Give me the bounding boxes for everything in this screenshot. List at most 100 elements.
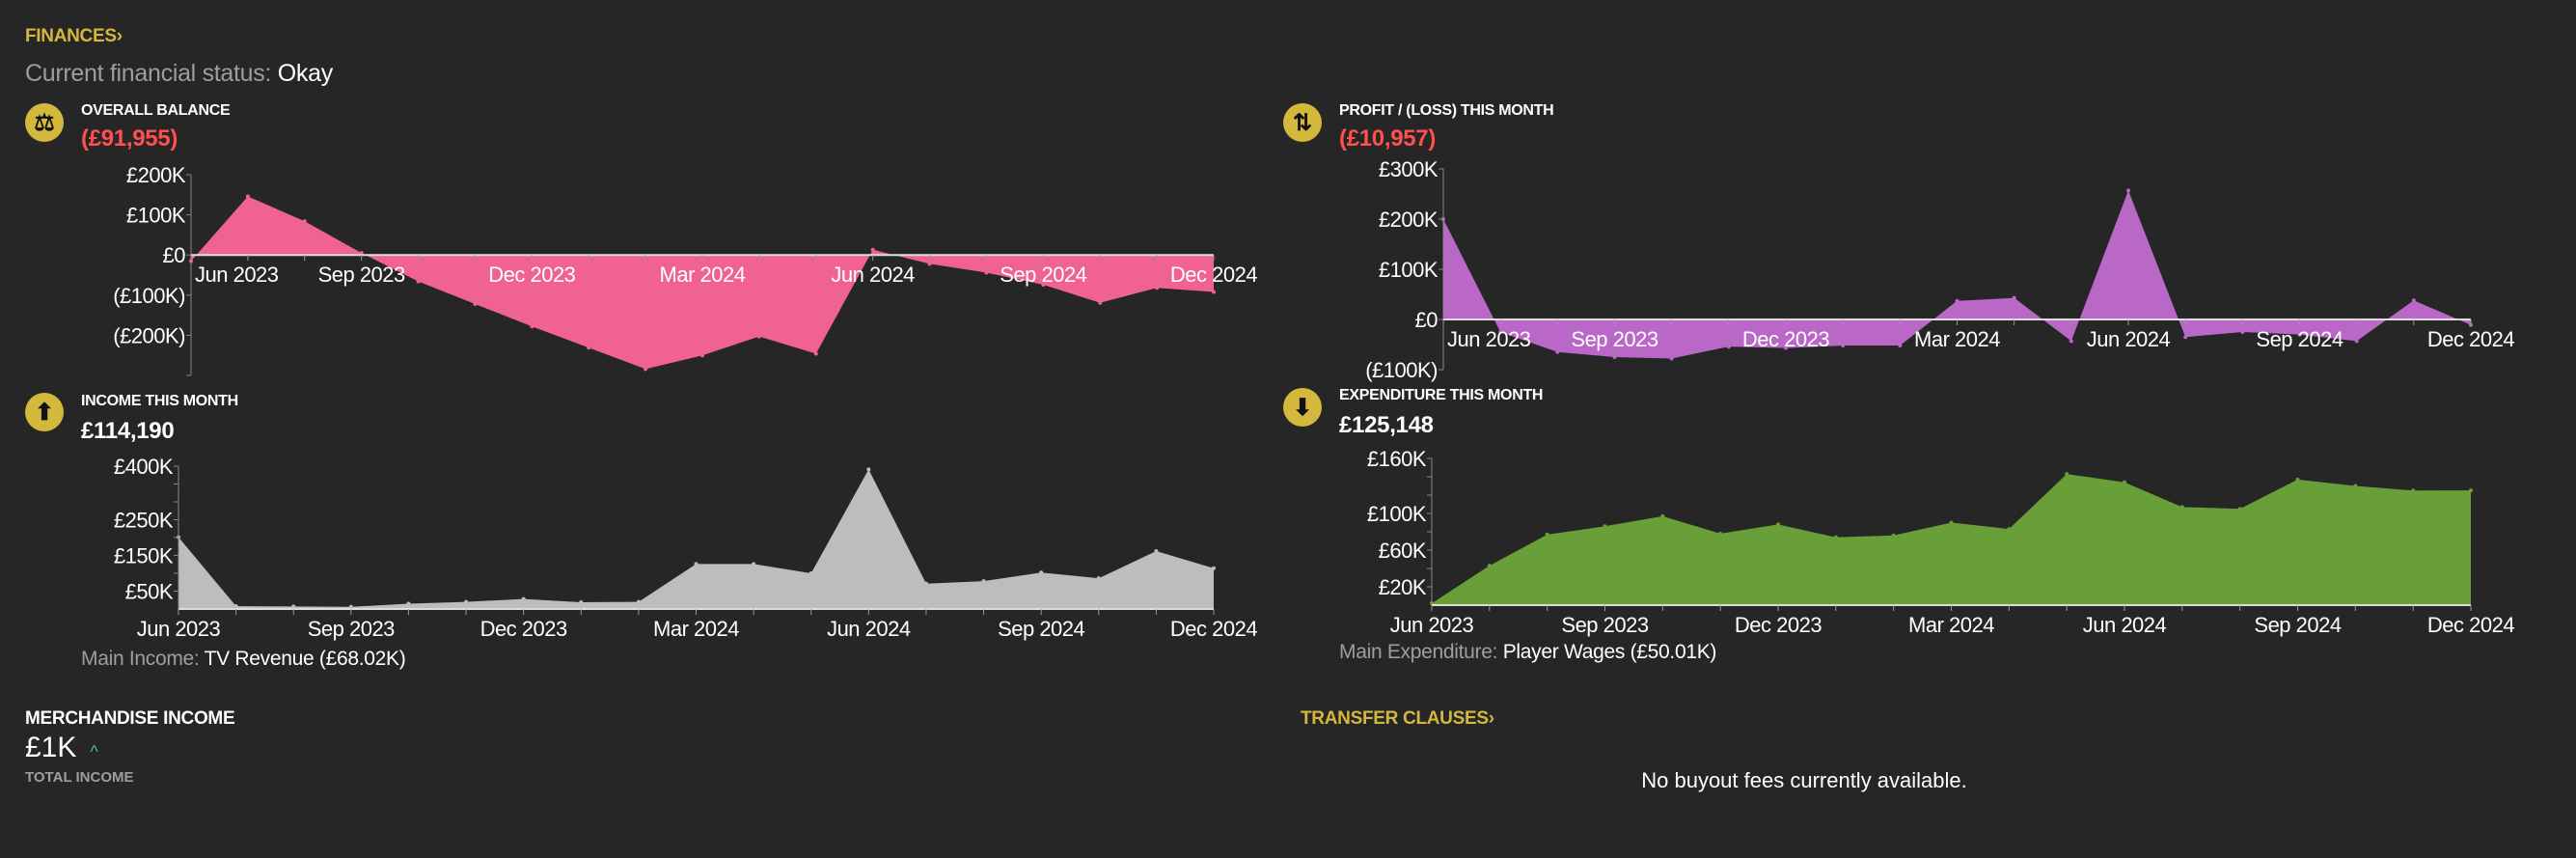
balance-data-point bbox=[530, 324, 534, 329]
transfer-clauses-link[interactable]: TRANSFER CLAUSES› bbox=[1301, 708, 1494, 730]
income-data-point bbox=[981, 579, 986, 584]
expenditure-data-point bbox=[1487, 564, 1492, 568]
income-x-tick-label: Sep 2024 bbox=[998, 617, 1084, 641]
balance-data-point bbox=[359, 251, 364, 256]
income-data-point bbox=[233, 604, 238, 609]
balance-x-tick-label: Sep 2023 bbox=[318, 263, 405, 287]
expenditure-data-point bbox=[2065, 472, 2069, 477]
balance-value: (£91,955) bbox=[81, 125, 178, 152]
profit-area bbox=[1443, 190, 2471, 359]
profit-data-point bbox=[2126, 188, 2130, 193]
merchandise-title: MERCHANDISE INCOME bbox=[25, 708, 235, 729]
income-x-tick-label: Dec 2023 bbox=[480, 617, 567, 641]
chevron-right-icon: › bbox=[116, 26, 123, 46]
expenditure-y-tick-label: £160K bbox=[1367, 447, 1427, 471]
balance-y-tick-label: £0 bbox=[163, 243, 186, 267]
balance-x-tick-label: Dec 2023 bbox=[488, 263, 575, 287]
balance-x-tick-label: Mar 2024 bbox=[660, 263, 746, 287]
profit-x-tick-label: Mar 2024 bbox=[1914, 327, 2000, 351]
seesaw-icon: ⚖ bbox=[25, 103, 64, 142]
income-data-point bbox=[1039, 570, 1044, 575]
expenditure-data-point bbox=[1603, 524, 1607, 529]
balance-data-point bbox=[756, 334, 761, 339]
expenditure-data-point bbox=[1660, 513, 1665, 518]
expenditure-data-point bbox=[1776, 522, 1780, 527]
balance-y-tick-label: (£200K) bbox=[113, 323, 185, 347]
status-label: Current financial status: bbox=[25, 60, 272, 87]
balance-chart: £200K £100K £0 (£100K) (£200K) Jun 2023 Sep 20… bbox=[113, 163, 1258, 376]
balance-data-point bbox=[1155, 286, 1160, 291]
expenditure-title: EXPENDITURE THIS MONTH bbox=[1339, 387, 1544, 403]
finances-link-label: FINANCES bbox=[25, 26, 117, 46]
income-x-tick-label: Jun 2023 bbox=[137, 617, 221, 641]
profit-data-point bbox=[2411, 298, 2416, 303]
expenditure-x-tick-label: Dec 2024 bbox=[2427, 613, 2514, 637]
profit-x-tick-label: Sep 2024 bbox=[2256, 327, 2343, 351]
income-data-point bbox=[521, 596, 526, 601]
expenditure-x-tick-label: Jun 2023 bbox=[1390, 613, 1474, 637]
expenditure-data-point bbox=[1833, 535, 1838, 540]
balance-y-tick-label: £200K bbox=[126, 163, 186, 187]
profit-x-tick-label: Jun 2024 bbox=[2087, 327, 2171, 351]
balance-x-tick-label: Jun 2023 bbox=[195, 263, 279, 287]
income-x-tick-label: Dec 2024 bbox=[1170, 617, 1257, 641]
income-y-tick-label: £50K bbox=[125, 580, 174, 604]
income-value: £114,190 bbox=[81, 418, 175, 444]
income-y-tick-label: £400K bbox=[114, 455, 174, 479]
income-x-tick-label: Jun 2024 bbox=[827, 617, 911, 641]
balance-data-point bbox=[416, 279, 421, 284]
profit-chart: £300K £200K £100K £0 (£100K) Jun 2023 Sep 2023… bbox=[1365, 157, 2515, 382]
expenditure-chart: £160K £100K £60K £20K Jun 2023 Sep 2023 Dec 20… bbox=[1367, 447, 2515, 637]
balance-data-point bbox=[302, 219, 307, 224]
profit-data-point bbox=[2354, 339, 2359, 344]
profit-data-point bbox=[1612, 355, 1617, 359]
income-y-tick-label: £250K bbox=[114, 509, 174, 533]
income-data-point bbox=[579, 599, 584, 604]
expenditure-data-point bbox=[2469, 488, 2473, 493]
balance-data-point bbox=[927, 262, 932, 266]
expenditure-data-point bbox=[2007, 527, 2012, 532]
expenditure-data-point bbox=[2123, 480, 2126, 484]
expenditure-y-tick-label: £60K bbox=[1379, 539, 1427, 563]
income-data-point bbox=[808, 571, 813, 575]
balance-data-point bbox=[1212, 290, 1216, 294]
expenditure-area bbox=[1432, 474, 2471, 605]
profit-title: PROFIT / (LOSS) THIS MONTH bbox=[1339, 102, 1554, 119]
profit-data-point bbox=[1669, 356, 1674, 361]
profit-data-point bbox=[1784, 346, 1788, 350]
income-data-point bbox=[694, 562, 699, 567]
main-income-label: Main Income: bbox=[81, 648, 200, 670]
finances-link[interactable]: FINANCES› bbox=[25, 26, 123, 47]
balance-data-point bbox=[587, 346, 591, 350]
main-expenditure-label: Main Expenditure: bbox=[1339, 641, 1498, 663]
profit-y-tick-label: £200K bbox=[1379, 208, 1439, 232]
balance-data-point bbox=[473, 301, 478, 306]
balance-data-point bbox=[1098, 300, 1103, 305]
income-x-tick-label: Sep 2023 bbox=[308, 617, 395, 641]
income-data-point bbox=[291, 604, 296, 609]
income-data-point bbox=[348, 604, 353, 609]
profit-y-tick-label: (£100K) bbox=[1365, 358, 1438, 382]
balance-data-point bbox=[644, 367, 648, 372]
profit-data-point bbox=[1955, 298, 1959, 303]
expenditure-data-point bbox=[2353, 484, 2358, 488]
status-value: Okay bbox=[277, 60, 333, 87]
balance-data-point bbox=[870, 247, 875, 252]
balance-x-tick-label: Jun 2024 bbox=[831, 263, 915, 287]
expenditure-x-tick-label: Sep 2023 bbox=[1561, 613, 1648, 637]
expenditure-data-point bbox=[2237, 507, 2242, 512]
main-expenditure-value: Player Wages (£50.01K) bbox=[1502, 641, 1717, 663]
profit-data-point bbox=[2069, 339, 2073, 344]
expenditure-x-tick-label: Dec 2023 bbox=[1735, 613, 1822, 637]
profit-data-point bbox=[1498, 330, 1503, 334]
profit-loss-icon: ⇅ bbox=[1283, 103, 1322, 142]
income-data-point bbox=[866, 467, 871, 472]
balance-data-point bbox=[245, 194, 250, 199]
income-title: INCOME THIS MONTH bbox=[81, 393, 238, 409]
financial-status: Current financial status: Okay bbox=[25, 60, 333, 88]
expenditure-data-point bbox=[2411, 488, 2416, 493]
expenditure-x-tick-label: Mar 2024 bbox=[1908, 613, 1994, 637]
balance-title: OVERALL BALANCE bbox=[81, 102, 231, 119]
income-data-point bbox=[464, 599, 469, 604]
